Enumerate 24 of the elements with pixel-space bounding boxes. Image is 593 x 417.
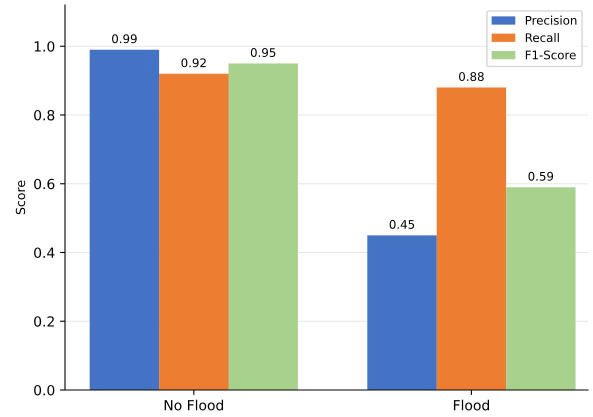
bar xyxy=(436,88,506,390)
y-tick-label: 0.4 xyxy=(34,247,54,258)
y-tick-label: 1.0 xyxy=(34,41,54,52)
bar xyxy=(90,50,160,390)
data-label: 0.92 xyxy=(181,58,206,68)
legend-label: Precision xyxy=(526,16,576,25)
data-label: 0.95 xyxy=(250,48,276,57)
y-tick-label: 0.0 xyxy=(34,384,54,396)
bar xyxy=(228,63,298,390)
bar xyxy=(506,187,576,390)
x-tick-label: Flood xyxy=(454,400,489,410)
bar xyxy=(159,74,229,390)
legend-label: Recall xyxy=(526,32,559,42)
legend-label: F1-Score xyxy=(526,50,576,60)
y-tick-label: 0.8 xyxy=(34,110,54,120)
data-label: 0.45 xyxy=(390,220,414,229)
y-tick-label: 0.2 xyxy=(34,316,54,327)
bar xyxy=(367,235,437,390)
data-label: 0.88 xyxy=(459,72,484,82)
data-label: 0.59 xyxy=(528,172,554,181)
y-tick-label: 0.6 xyxy=(34,178,54,190)
y-axis-title: Score xyxy=(16,180,26,214)
x-tick-label: No Flood xyxy=(164,400,224,410)
data-label: 0.99 xyxy=(112,34,137,44)
